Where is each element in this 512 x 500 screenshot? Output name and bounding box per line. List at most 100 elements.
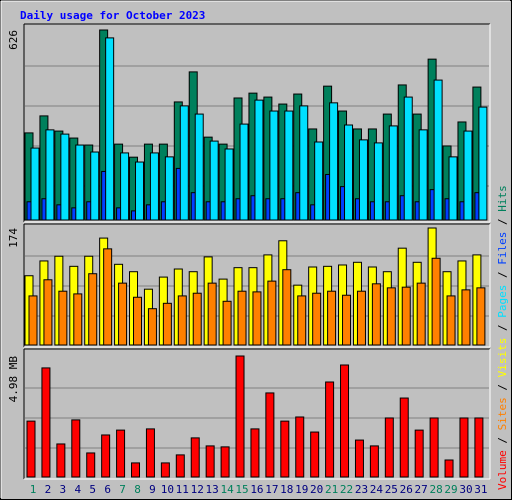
bar bbox=[222, 300, 232, 346]
bar bbox=[58, 290, 68, 346]
bar bbox=[463, 130, 473, 221]
x-tick-label: 14 bbox=[220, 483, 234, 496]
bar bbox=[235, 355, 245, 478]
bar bbox=[179, 105, 189, 221]
bar bbox=[399, 397, 409, 478]
legend-separator: / bbox=[496, 265, 509, 285]
bar bbox=[388, 125, 398, 221]
x-tick-label: 5 bbox=[89, 483, 96, 496]
bar bbox=[297, 295, 307, 346]
bar bbox=[28, 295, 38, 346]
x-tick-label: 28 bbox=[429, 483, 442, 496]
bar bbox=[356, 290, 366, 346]
bar bbox=[342, 294, 352, 346]
bar bbox=[371, 283, 381, 346]
legend-entry: Visits bbox=[496, 338, 509, 378]
x-tick-label: 1 bbox=[30, 483, 37, 496]
x-tick-label: 4 bbox=[74, 483, 81, 496]
x-tick-label: 20 bbox=[310, 483, 323, 496]
x-tick-label: 13 bbox=[206, 483, 219, 496]
bar bbox=[314, 141, 324, 221]
x-tick-label: 15 bbox=[235, 483, 248, 496]
bar bbox=[354, 439, 364, 478]
bar bbox=[444, 459, 454, 478]
bar bbox=[41, 367, 51, 478]
bar bbox=[310, 431, 320, 478]
bar bbox=[73, 293, 83, 346]
legend-entry: Pages bbox=[496, 285, 509, 318]
bar bbox=[120, 152, 130, 221]
bar bbox=[205, 445, 215, 478]
x-tick-label: 18 bbox=[280, 483, 293, 496]
bar bbox=[252, 291, 262, 346]
x-tick-label: 19 bbox=[295, 483, 308, 496]
x-tick-label: 16 bbox=[250, 483, 263, 496]
bar bbox=[401, 286, 411, 346]
legend-entry: Hits bbox=[496, 185, 509, 212]
bar bbox=[43, 279, 53, 346]
x-tick-label: 31 bbox=[474, 483, 487, 496]
legend-separator: / bbox=[496, 212, 509, 232]
bar bbox=[329, 102, 339, 221]
x-tick-label: 26 bbox=[400, 483, 413, 496]
bar bbox=[116, 429, 126, 478]
bar bbox=[149, 152, 159, 221]
bar bbox=[86, 452, 96, 478]
bar bbox=[416, 282, 426, 346]
bar bbox=[461, 289, 471, 346]
x-tick-label: 27 bbox=[415, 483, 428, 496]
legend-separator: / bbox=[496, 318, 509, 338]
x-tick-label: 29 bbox=[444, 483, 457, 496]
bar bbox=[45, 129, 55, 221]
bar bbox=[280, 420, 290, 478]
x-tick-label: 21 bbox=[325, 483, 338, 496]
bar bbox=[105, 37, 115, 221]
legend-separator: / bbox=[496, 430, 509, 450]
bar bbox=[192, 292, 202, 346]
bar bbox=[194, 113, 204, 221]
legend-separator: / bbox=[496, 377, 509, 397]
bar bbox=[133, 296, 143, 346]
x-tick-label: 24 bbox=[370, 483, 384, 496]
x-tick-label: 30 bbox=[459, 483, 472, 496]
bar bbox=[373, 142, 383, 221]
x-tick-label: 3 bbox=[60, 483, 67, 496]
x-tick-label: 10 bbox=[161, 483, 174, 496]
bar bbox=[358, 139, 368, 221]
y-tick-label: 174 bbox=[7, 228, 20, 248]
bar bbox=[147, 308, 157, 346]
bar bbox=[459, 417, 469, 478]
legend-entry: Files bbox=[496, 232, 509, 265]
bar bbox=[384, 417, 394, 478]
bar bbox=[299, 105, 309, 221]
bar bbox=[369, 445, 379, 478]
bar bbox=[284, 110, 294, 221]
bar bbox=[160, 462, 170, 478]
bar bbox=[250, 428, 260, 478]
bar bbox=[88, 273, 98, 346]
bar bbox=[56, 443, 66, 478]
x-tick-label: 11 bbox=[176, 483, 189, 496]
bar bbox=[269, 110, 279, 221]
x-tick-label: 23 bbox=[355, 483, 368, 496]
bar bbox=[101, 434, 111, 478]
bar bbox=[207, 282, 217, 346]
bar bbox=[433, 79, 443, 221]
x-tick-label: 9 bbox=[149, 483, 156, 496]
x-tick-label: 22 bbox=[340, 483, 353, 496]
bar bbox=[476, 287, 486, 346]
legend-entry: Sites bbox=[496, 397, 509, 430]
bar bbox=[448, 156, 458, 221]
bar bbox=[224, 148, 234, 221]
x-tick-label: 7 bbox=[119, 483, 126, 496]
bar bbox=[418, 129, 428, 221]
x-tick-label: 2 bbox=[45, 483, 52, 496]
bar bbox=[474, 417, 484, 478]
bar bbox=[135, 161, 145, 221]
bar bbox=[220, 446, 230, 478]
bar bbox=[60, 133, 70, 221]
bar bbox=[327, 290, 337, 346]
bar bbox=[164, 156, 174, 221]
bar bbox=[267, 280, 277, 346]
x-tick-label: 25 bbox=[385, 483, 398, 496]
